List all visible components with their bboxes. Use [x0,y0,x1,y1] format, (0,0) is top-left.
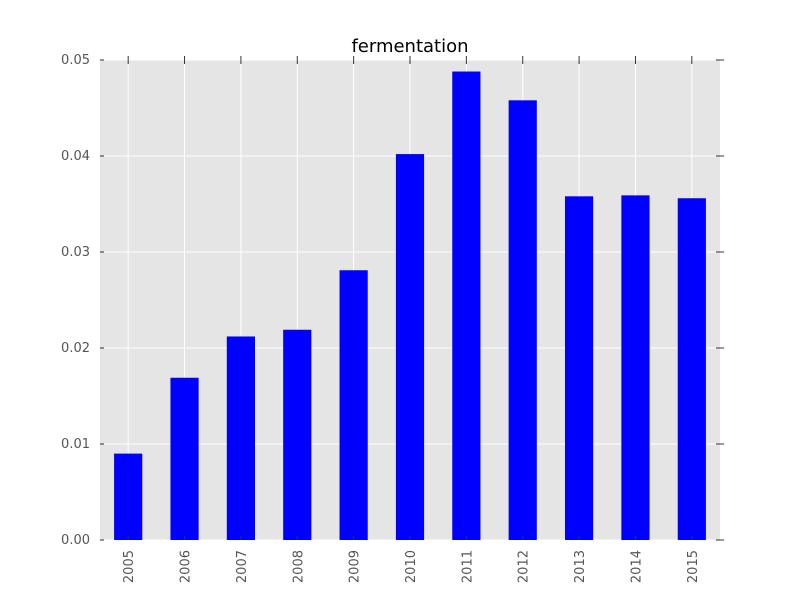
bar [114,453,143,540]
bar [508,100,537,540]
x-tick-label: 2009 [348,550,363,583]
x-axis-label: year [394,596,425,600]
y-tick-label: 0.02 [61,341,90,356]
bar [677,198,706,541]
y-tick-label: 0.04 [61,149,90,164]
x-tick-label: 2007 [235,550,250,583]
x-tick-labels: 2005 2006 2007 2008 2009 2010 2011 2012 2013 2014… [122,550,701,583]
x-tick-label: 2013 [573,550,588,583]
chart-title: fermentation [351,36,468,57]
x-tick-label: 2005 [122,550,137,583]
x-tick-label: 2010 [404,550,419,583]
x-tick-label: 2006 [179,550,194,583]
bar [170,377,199,540]
x-tick-label: 2012 [517,550,532,583]
x-tick-label: 2011 [460,550,475,583]
axis-ticks [100,56,724,541]
x-tick-label: 2008 [291,550,306,583]
bar [565,196,594,540]
x-tick-label: 2014 [629,550,644,583]
y-tick-label: 0.01 [61,437,90,452]
bar [339,270,368,540]
bars [114,71,706,541]
y-tick-label: 0.00 [61,533,90,548]
y-tick-label: 0.05 [61,53,90,68]
bar [226,336,255,540]
y-tick-labels: 0.00 0.01 0.02 0.03 0.04 0.05 [61,53,90,548]
bar [452,71,481,541]
bar [283,329,312,540]
bar [395,154,425,540]
y-tick-label: 0.03 [61,245,90,260]
bar [621,195,650,541]
x-tick-label: 2015 [686,550,701,583]
